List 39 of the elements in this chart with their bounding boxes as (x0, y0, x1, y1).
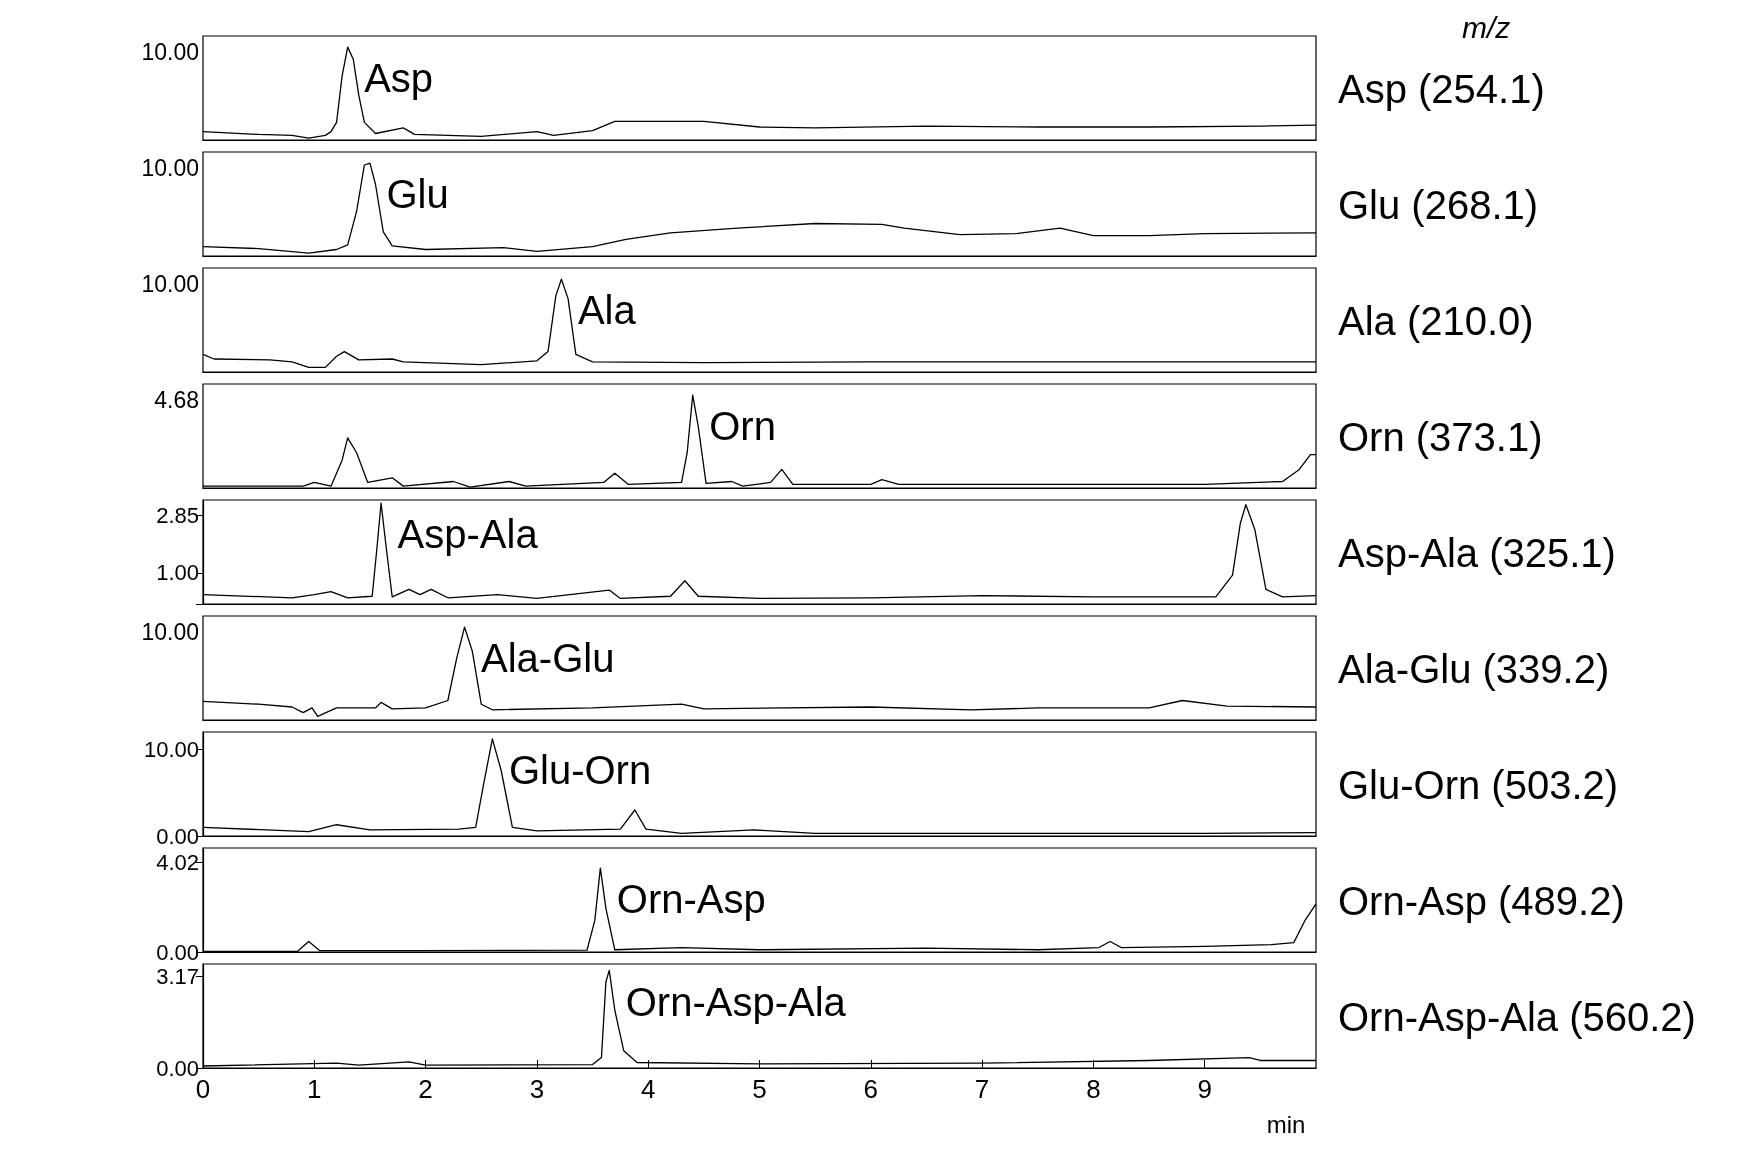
line-series (202, 502, 1317, 600)
y-tick-label: 0.00 (156, 1055, 199, 1081)
annotation: Ala-Glu (481, 636, 615, 681)
x-axis-title: min (1266, 1110, 1306, 1138)
series-label: Orn-Asp (489.2) (1338, 879, 1625, 923)
series-label: Asp (254.1) (1338, 67, 1545, 111)
text: 4.68 (154, 386, 199, 413)
x-tick-label: 5 (752, 1074, 767, 1104)
series-label: Glu (268.1) (1338, 183, 1539, 227)
y-tick-label: 4.02 (156, 849, 199, 875)
x-tick-label: 1 (307, 1074, 322, 1104)
x-tick-label: 3 (529, 1074, 545, 1104)
annotation: Asp (364, 56, 434, 101)
annotation: Ala (577, 288, 637, 333)
x-tick-label: 9 (1197, 1074, 1212, 1104)
series-label: Orn-Asp-Ala (560.2) (1338, 995, 1696, 1039)
y-tick-label: 0.00 (156, 939, 199, 965)
series-label: Ala-Glu (339.2) (1338, 647, 1610, 691)
x-tick-label: 8 (1086, 1074, 1101, 1104)
y-tick-label: 1.00 (156, 560, 199, 586)
series-label: Glu-Orn (503.2) (1338, 763, 1619, 807)
annotation: Asp-Ala (397, 512, 539, 557)
legend-title: m/z (1462, 10, 1511, 44)
y-tick-label: 2.85 (156, 503, 199, 529)
y-tick-label: 0.00 (156, 823, 199, 849)
y-tick-label: 10.00 (143, 736, 199, 762)
x-tick-label: 4 (640, 1074, 656, 1104)
annotation: Orn-Asp (616, 877, 766, 922)
series-label: Ala (210.0) (1338, 299, 1534, 343)
annotation: Glu-Orn (508, 748, 652, 793)
annotation: Orn-Asp-Ala (625, 979, 847, 1024)
annotation: Glu (386, 172, 449, 217)
y-tick-label: 3.17 (156, 963, 199, 989)
annotation: Orn (709, 404, 776, 449)
series-label: Asp-Ala (325.1) (1338, 531, 1616, 575)
series-label: Orn (373.1) (1338, 415, 1543, 459)
x-tick-label: 6 (863, 1074, 879, 1104)
x-tick-label: 7 (974, 1074, 990, 1104)
x-tick-label: 2 (418, 1074, 433, 1104)
